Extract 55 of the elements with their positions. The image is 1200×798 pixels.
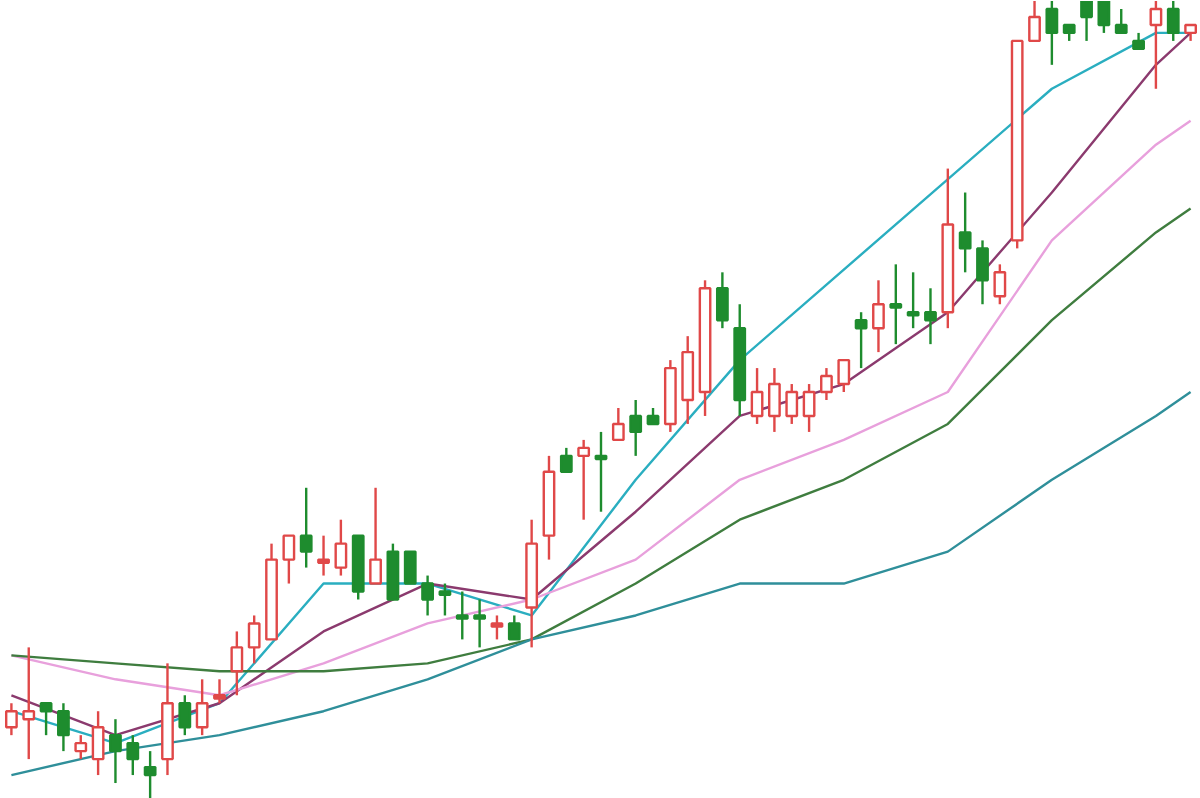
candlestick — [438, 582, 452, 617]
candlestick — [837, 358, 851, 394]
candlestick — [785, 382, 799, 426]
candlestick — [455, 590, 469, 641]
candlestick — [490, 614, 504, 641]
candlestick — [854, 311, 868, 370]
candlestick — [820, 366, 833, 402]
candlestick — [924, 287, 937, 346]
candlestick — [126, 733, 140, 777]
candlestick — [1149, 1, 1163, 90]
candlestick — [22, 646, 36, 761]
candlestick — [334, 518, 348, 577]
candlestick — [1080, 1, 1093, 43]
candlestick — [369, 486, 382, 585]
candlestick — [1114, 7, 1128, 35]
candlestick — [143, 749, 157, 798]
candlestick — [1028, 1, 1041, 43]
candlestick — [195, 678, 209, 737]
candlestick — [802, 382, 816, 434]
candlestick — [57, 702, 70, 753]
candlestick — [577, 438, 591, 521]
candlestick — [993, 263, 1007, 306]
candlestick — [109, 718, 122, 785]
candlestick — [768, 366, 781, 434]
candlestick — [1097, 1, 1111, 35]
candlestick — [507, 614, 521, 641]
candlestick — [74, 733, 88, 761]
candlestick — [889, 263, 903, 346]
candlestick — [681, 334, 695, 426]
candlestick — [421, 574, 434, 617]
candlestick — [247, 614, 261, 665]
candlestick — [715, 271, 729, 330]
candlestick — [976, 239, 989, 306]
candlestick — [403, 550, 417, 585]
candlestick — [299, 486, 313, 569]
candlestick — [473, 598, 487, 649]
candlestick — [750, 366, 764, 426]
candlestick — [1045, 1, 1059, 67]
candlestick — [594, 430, 608, 513]
candlestick — [872, 279, 885, 354]
candlestick — [317, 534, 330, 577]
candlestick — [611, 406, 625, 442]
candlestick — [39, 702, 53, 737]
candlestick — [629, 398, 643, 458]
candlestick — [282, 534, 296, 585]
candlestick — [178, 694, 192, 737]
candlestick — [958, 191, 972, 274]
candlestick — [91, 710, 105, 777]
candlestick — [1166, 1, 1180, 43]
candlestick — [213, 678, 226, 705]
candlestick — [906, 271, 920, 330]
candlestick — [559, 446, 573, 474]
candlestick — [230, 630, 244, 697]
candlestick — [386, 542, 400, 601]
candlestick — [5, 702, 18, 737]
